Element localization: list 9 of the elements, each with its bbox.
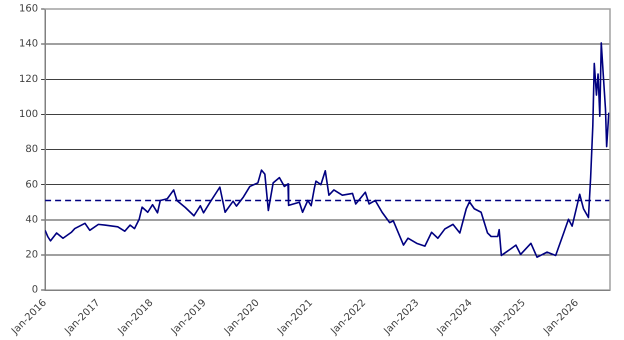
- y-tick-label: 160: [18, 4, 38, 15]
- y-tick-label: 40: [25, 214, 38, 226]
- y-tick-label: 0: [32, 284, 38, 296]
- y-tick-label: 20: [25, 250, 38, 261]
- y-tick-label: 120: [18, 74, 38, 85]
- y-tick-label: 140: [18, 38, 38, 50]
- y-tick-label: 80: [25, 144, 38, 156]
- y-tick-label: 60: [25, 179, 38, 190]
- y-tick-label: 100: [18, 108, 38, 120]
